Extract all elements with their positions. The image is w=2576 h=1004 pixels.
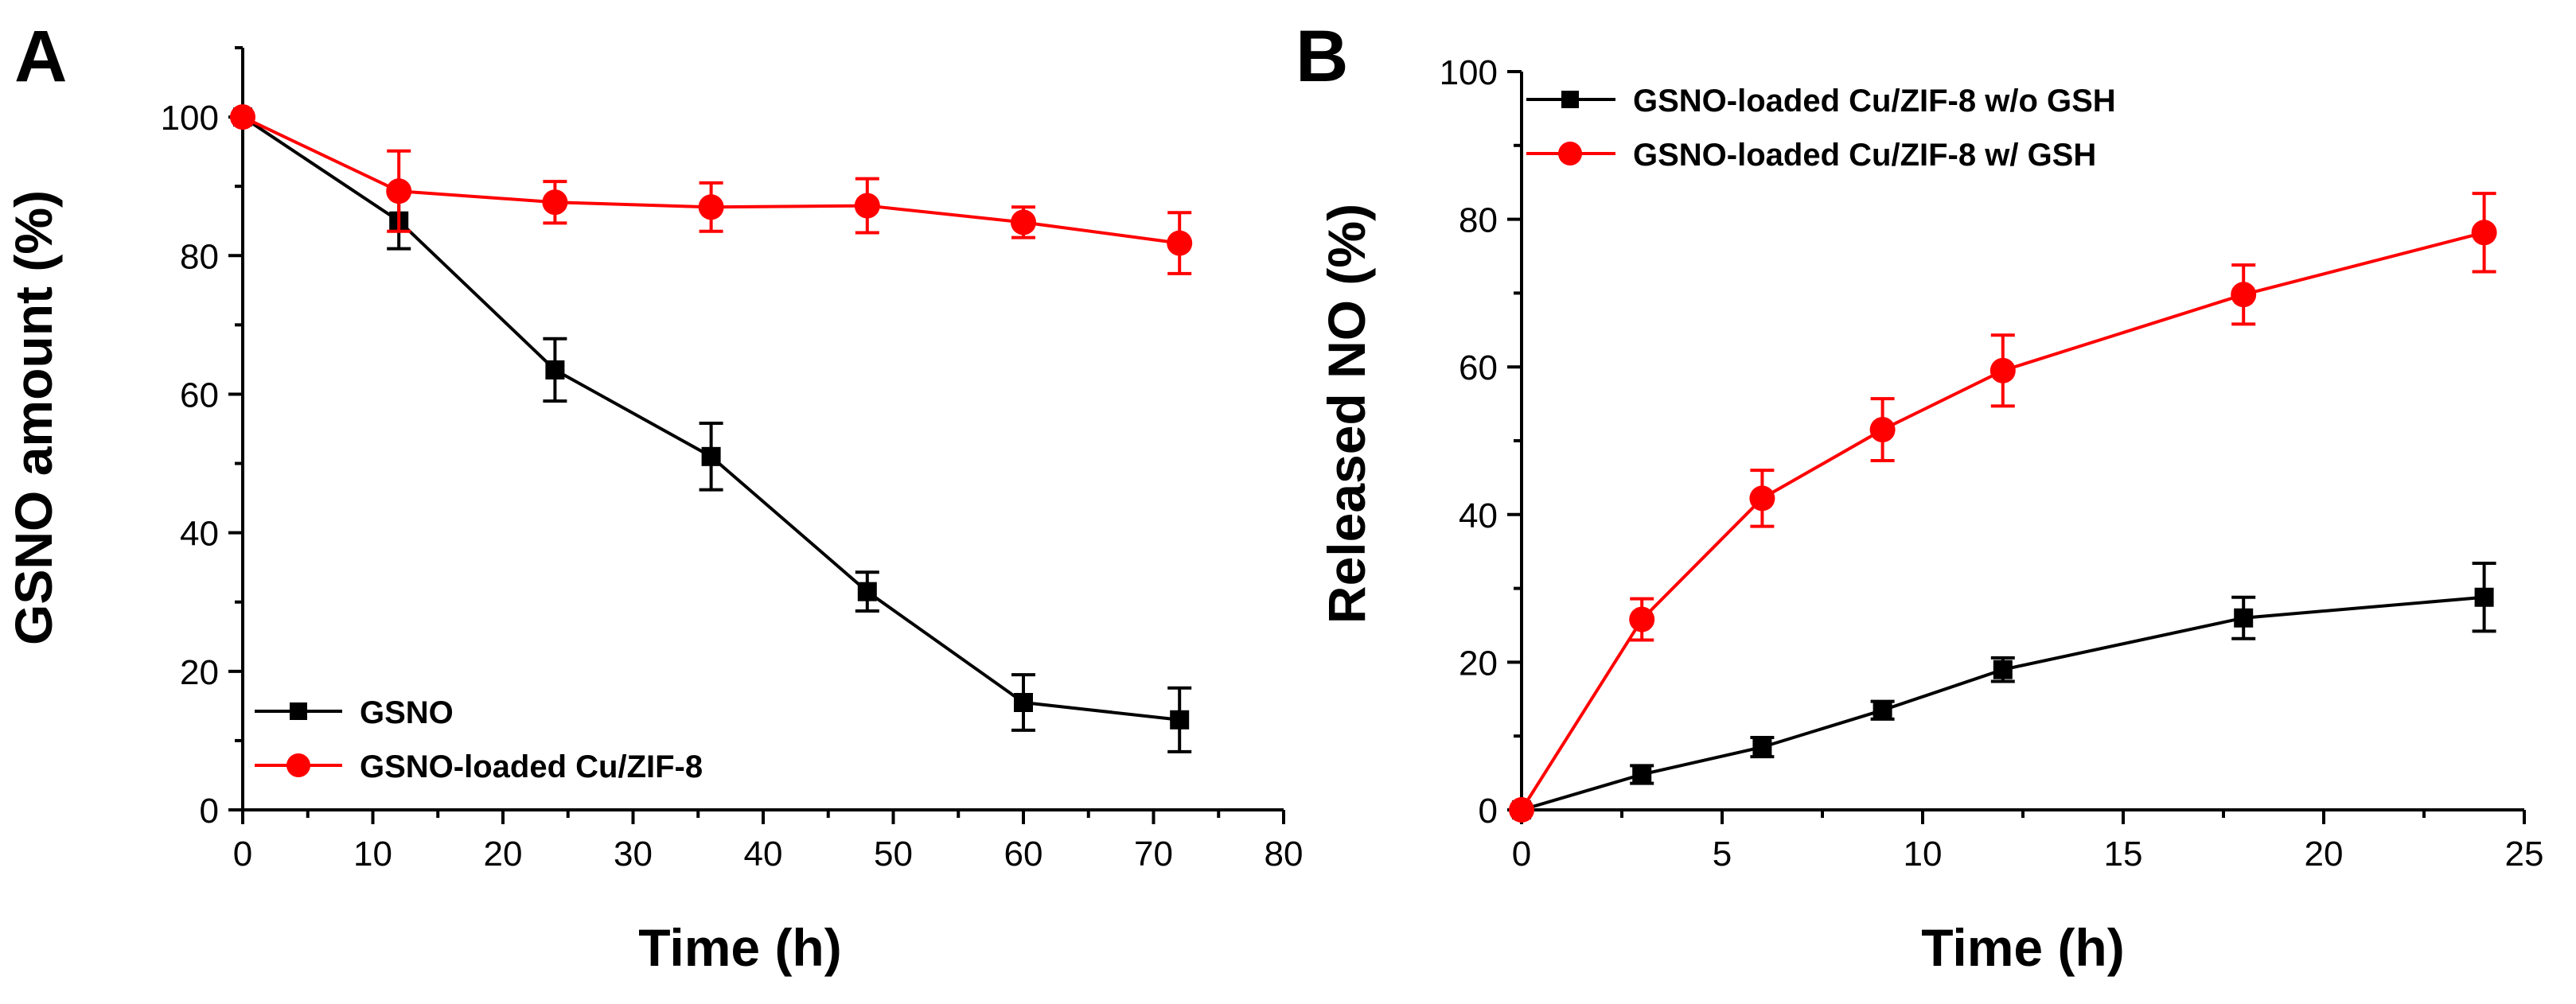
panel-a-x-axis-title: Time (h) [638,918,841,977]
panel-b-axes: 0 5 10 15 20 25 0 20 40 60 80 100 [1440,53,2544,874]
data-point-square-gsno [545,360,565,379]
data-point-circle-gsno-loaded-cu-zif-8 [698,194,724,220]
panel-a-x-tick-label: 60 [1004,835,1043,874]
panel-b-x-axis-title: Time (h) [1921,918,2124,977]
panel-a-y-tick-label: 100 [161,99,219,138]
data-point-square-gsno [701,446,721,466]
legend-without-gsh-square-marker [1561,91,1579,108]
panel-a-y-tick-label: 0 [200,792,219,831]
panel-b-x-tick-label: 0 [1512,835,1531,874]
panel-a-y-tick-label: 40 [180,515,219,554]
panel-a-y-axis-title: GSNO amount (%) [4,190,63,645]
panel-b-x-tick-label: 25 [2505,835,2544,874]
panel-b: B Released NO (%) Time (h) 0 5 10 15 20 25 0 20… [1296,16,2543,977]
panel-a-letter: A [14,16,67,97]
legend-gsno-cuzif8-label: GSNO-loaded Cu/ZIF-8 [360,749,703,784]
panel-a-plot-area [230,104,1193,753]
panel-a-x-tick-label: 30 [614,835,653,874]
legend-with-gsh-label: GSNO-loaded Cu/ZIF-8 w/ GSH [1633,138,2096,173]
panel-a-x-tick-label: 20 [484,835,523,874]
data-point-square-gsno [1014,693,1033,713]
legend-gsno-cuzif8-circle-marker [286,753,310,777]
data-point-circle-gsno-loaded-cu-zif-8 [542,189,568,216]
panel-b-plot-area [1509,192,2497,823]
legend-without-gsh-label: GSNO-loaded Cu/ZIF-8 w/o GSH [1633,84,2116,119]
panel-b-x-tick-label: 15 [2104,835,2143,874]
panel-a-x-tick-label: 80 [1265,835,1304,874]
panel-a-y-tick-label: 60 [180,376,219,414]
panel-b-x-tick-label: 10 [1904,835,1943,874]
panel-a: A GSNO amount (%) Time (h) 0 10 20 30 40 50 60… [4,16,1303,977]
data-point-circle-gsno-loaded-cu-zif-8 [1167,230,1193,256]
panel-b-y-tick-label: 20 [1459,644,1498,683]
panel-b-y-tick-label: 0 [1479,792,1498,831]
panel-b-letter: B [1296,16,1348,97]
data-point-circle-gsno-loaded-cu-zif-8-w-gsh [1749,485,1775,512]
panel-b-x-tick-label: 5 [1713,835,1732,874]
data-point-square-gsno-loaded-cu-zif-8-w-o-gsh [1873,700,1892,720]
data-point-circle-gsno-loaded-cu-zif-8 [1011,209,1036,235]
panel-a-x-tick-label: 40 [744,835,783,874]
panel-a-x-tick-label: 50 [874,835,913,874]
panel-a-y-tick-label: 80 [180,237,219,276]
data-point-square-gsno-loaded-cu-zif-8-w-o-gsh [1993,660,2013,679]
data-point-square-gsno [1170,710,1190,730]
panel-a-x-tick-label: 70 [1134,835,1173,874]
legend-gsno-label: GSNO [360,695,454,730]
panel-b-y-tick-label: 60 [1459,348,1498,387]
series-line-gsno-loaded-cu-zif-8-w-gsh [1520,231,2485,811]
panel-b-legend: GSNO-loaded Cu/ZIF-8 w/o GSH GSNO-loaded… [1526,84,2116,173]
data-point-square-gsno [857,582,877,601]
panel-a-axes: 0 10 20 30 40 50 60 70 80 0 20 40 60 80 100 [161,46,1304,874]
data-point-circle-gsno-loaded-cu-zif-8-w-gsh [2231,282,2257,308]
data-point-square-gsno-loaded-cu-zif-8-w-o-gsh [1632,765,1652,784]
data-point-circle-gsno-loaded-cu-zif-8 [230,104,255,130]
data-point-square-gsno-loaded-cu-zif-8-w-o-gsh [1752,737,1772,757]
data-point-square-gsno-loaded-cu-zif-8-w-o-gsh [2474,587,2494,607]
data-point-circle-gsno-loaded-cu-zif-8-w-gsh [1989,357,2016,383]
data-point-circle-gsno-loaded-cu-zif-8-w-gsh [1629,606,1655,632]
panel-b-y-tick-label: 40 [1459,496,1498,535]
panel-b-y-axis-title: Released NO (%) [1317,204,1376,624]
panel-a-x-tick-label: 10 [353,835,392,874]
panel-b-x-tick-label: 20 [2305,835,2344,874]
panel-b-y-tick-label: 80 [1459,201,1498,240]
data-point-circle-gsno-loaded-cu-zif-8-w-gsh [1869,417,1896,443]
data-point-circle-gsno-loaded-cu-zif-8-w-gsh [2471,220,2497,246]
panel-a-legend: GSNO GSNO-loaded Cu/ZIF-8 [255,695,703,784]
panel-a-y-tick-label: 20 [180,653,219,692]
data-point-circle-gsno-loaded-cu-zif-8 [854,193,880,219]
data-point-circle-gsno-loaded-cu-zif-8 [386,178,412,204]
data-point-circle-gsno-loaded-cu-zif-8-w-gsh [1509,797,1534,823]
series-line-gsno-loaded-cu-zif-8-w-o-gsh [1521,595,2484,811]
panel-b-y-tick-label: 100 [1440,53,1498,92]
legend-gsno-square-marker [290,702,307,720]
data-point-square-gsno-loaded-cu-zif-8-w-o-gsh [2234,608,2254,628]
panel-a-x-tick-label: 0 [233,835,252,874]
legend-with-gsh-circle-marker [1558,142,1582,165]
